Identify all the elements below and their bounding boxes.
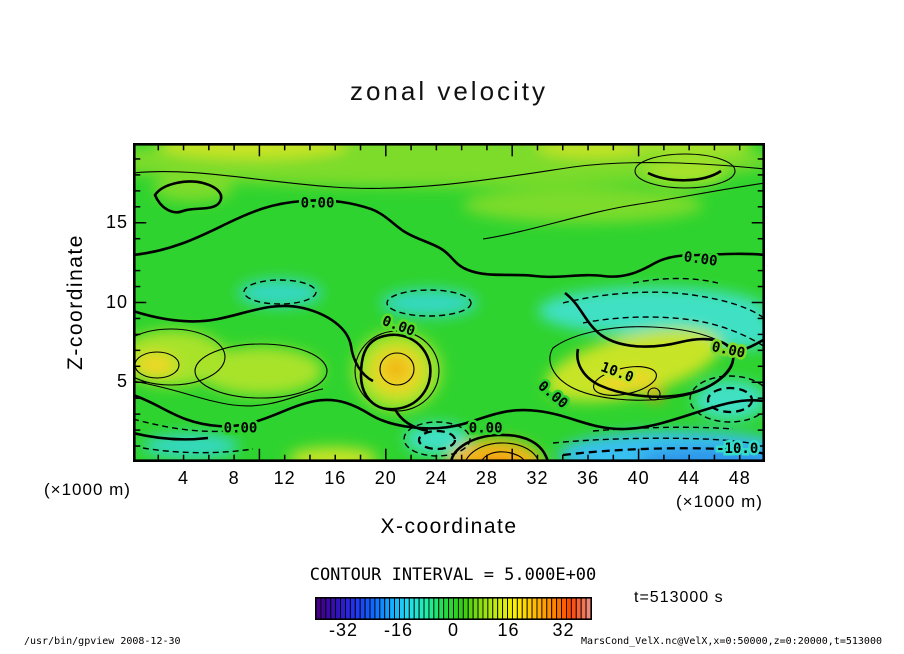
x-tick-label: 4 xyxy=(178,468,190,488)
colorbar-tick-label: 0 xyxy=(447,620,459,640)
x-tick-label: 40 xyxy=(627,468,650,488)
x-tick-label: 48 xyxy=(728,468,751,488)
x-axis-tick-labels: 4 8 12 16 20 24 28 32 36 40 44 48 xyxy=(133,468,765,490)
contour-label: 0.00 xyxy=(683,249,719,270)
plot-title: zonal velocity xyxy=(349,76,549,106)
x-tick-label: 12 xyxy=(273,468,296,488)
contour-lines xyxy=(133,153,765,462)
time-annotation: t=513000 s xyxy=(634,589,724,606)
contour-plot-area: 0.00 0.00 0.00 0.00 10.0 0.00 0.00 0.00 -10.0 xyxy=(133,143,765,462)
plot-frame xyxy=(133,143,765,462)
footer-command-text: /usr/bin/gpview 2008-12-30 xyxy=(24,636,181,647)
x-axis-label: X-coordinate xyxy=(380,515,518,538)
filled-field xyxy=(133,143,765,462)
x-tick-label: 44 xyxy=(678,468,701,488)
y-axis-units: (×1000 m) xyxy=(44,480,131,499)
z-tick-label: 10 xyxy=(105,291,128,312)
colorbar xyxy=(315,597,592,625)
y-axis-label: Z-coordinate xyxy=(64,234,87,370)
footer-dataset-text: MarsCond_VelX.nc@VelX,x=0:50000,z=0:2000… xyxy=(580,636,882,647)
z-tick-label: 5 xyxy=(116,371,128,392)
x-tick-label: 8 xyxy=(228,468,240,488)
contour-label: 0.00 xyxy=(469,421,503,437)
x-tick-label: 20 xyxy=(374,468,397,488)
x-tick-label: 36 xyxy=(577,468,600,488)
x-tick-label: 24 xyxy=(425,468,448,488)
contour-interval-caption: CONTOUR INTERVAL = 5.000E+00 xyxy=(309,565,597,585)
y-axis-tick-labels: 5 10 15 xyxy=(92,143,128,462)
colorbar-svg xyxy=(315,597,592,620)
colorbar-tick-label: -32 xyxy=(328,620,358,640)
x-tick-label: 28 xyxy=(475,468,498,488)
contour-label: 0.00 xyxy=(301,196,335,212)
contour-label: -10.0 xyxy=(716,441,758,457)
colorbar-tick-label: -16 xyxy=(383,620,413,640)
contour-label: 0.00 xyxy=(224,421,258,437)
colorbar-tick-labels: -32 -16 0 16 32 xyxy=(315,620,592,642)
z-tick-label: 15 xyxy=(105,211,128,232)
x-tick-label: 32 xyxy=(526,468,549,488)
colorbar-tick-label: 16 xyxy=(497,620,520,640)
colorbar-tick-label: 32 xyxy=(552,620,575,640)
x-tick-label: 16 xyxy=(324,468,347,488)
x-axis-units: (×1000 m) xyxy=(676,492,763,511)
